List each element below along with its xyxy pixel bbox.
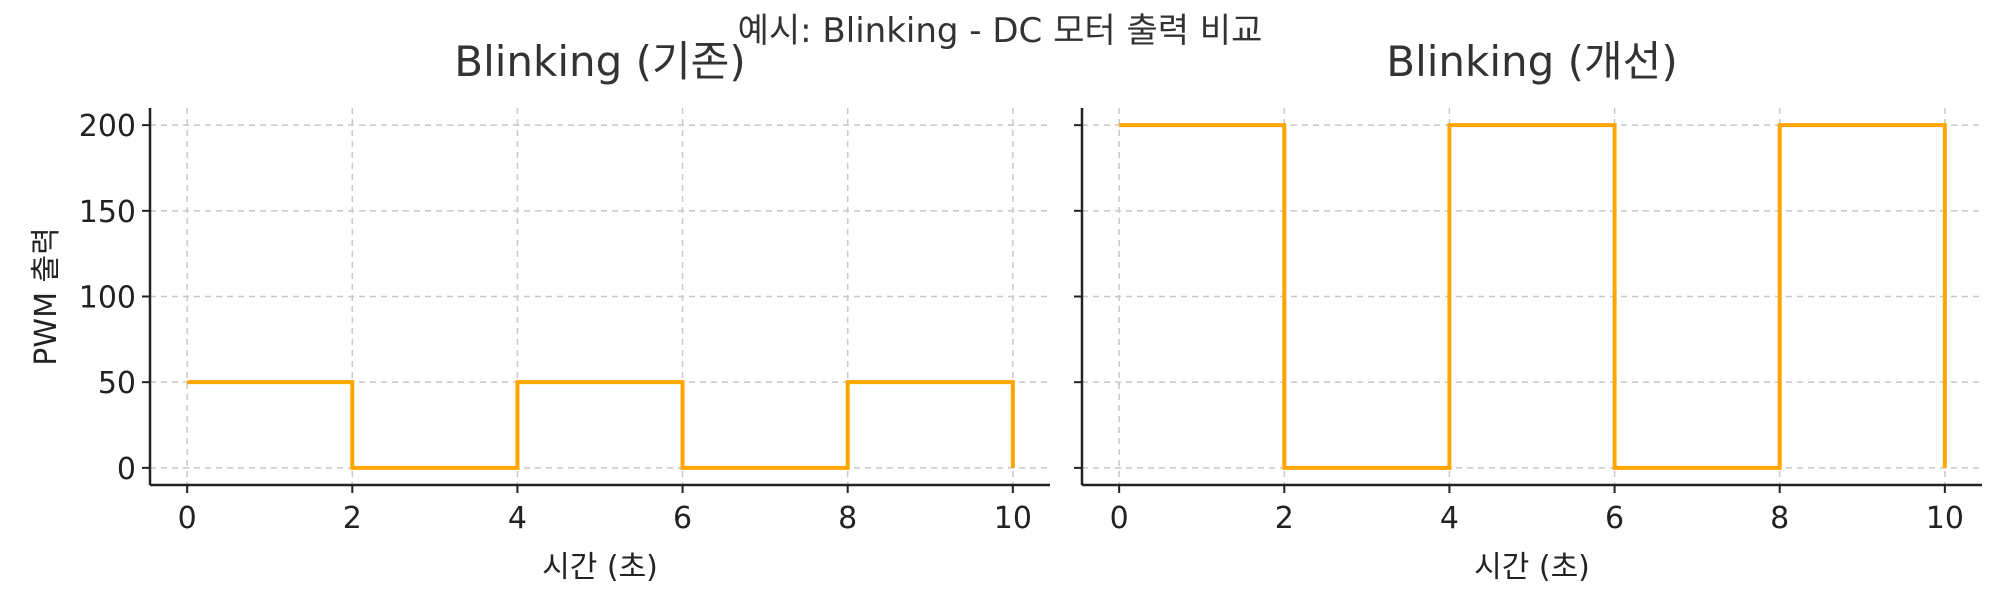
x-axis-label-right: 시간 (초)	[1474, 550, 1590, 585]
x-tick-label: 2	[343, 501, 362, 536]
x-axis-label-left: 시간 (초)	[542, 550, 658, 585]
series-layer	[187, 380, 1015, 470]
series-line-0	[187, 380, 1015, 470]
y-tick-label: 150	[79, 195, 136, 230]
series-layer	[1119, 123, 1947, 470]
x-tick-label: 10	[1926, 501, 1964, 536]
y-tick-label: 50	[98, 366, 136, 401]
y-tick-label: 100	[79, 281, 136, 316]
axis-ticks: 0 2 4 6 8 10	[1074, 124, 1964, 536]
x-tick-label: 2	[1275, 501, 1294, 536]
x-tick-label: 4	[508, 501, 527, 536]
series-line-0	[1119, 123, 1947, 470]
x-tick-label: 0	[178, 501, 197, 536]
chart-panel-right: 0 2 4 6 8 10 Blinking (개선) 시간 (초)	[1074, 37, 1982, 585]
x-tick-label: 8	[838, 501, 857, 536]
x-tick-label: 10	[994, 501, 1032, 536]
x-tick-label: 0	[1110, 501, 1129, 536]
figure-suptitle: 예시: Blinking - DC 모터 출력 비교	[738, 11, 1263, 51]
y-tick-label: 200	[79, 109, 136, 144]
chart-title-left: Blinking (기존)	[454, 37, 745, 86]
x-tick-label: 6	[1605, 501, 1624, 536]
x-tick-label: 4	[1440, 501, 1459, 536]
grid-layer	[1082, 108, 1982, 485]
x-tick-label: 6	[673, 501, 692, 536]
grid-layer	[150, 108, 1050, 485]
y-axis-label-left: PWM 출력	[29, 227, 64, 365]
x-tick-label: 8	[1770, 501, 1789, 536]
chart-title-right: Blinking (개선)	[1386, 37, 1677, 86]
y-tick-label: 0	[117, 452, 136, 487]
